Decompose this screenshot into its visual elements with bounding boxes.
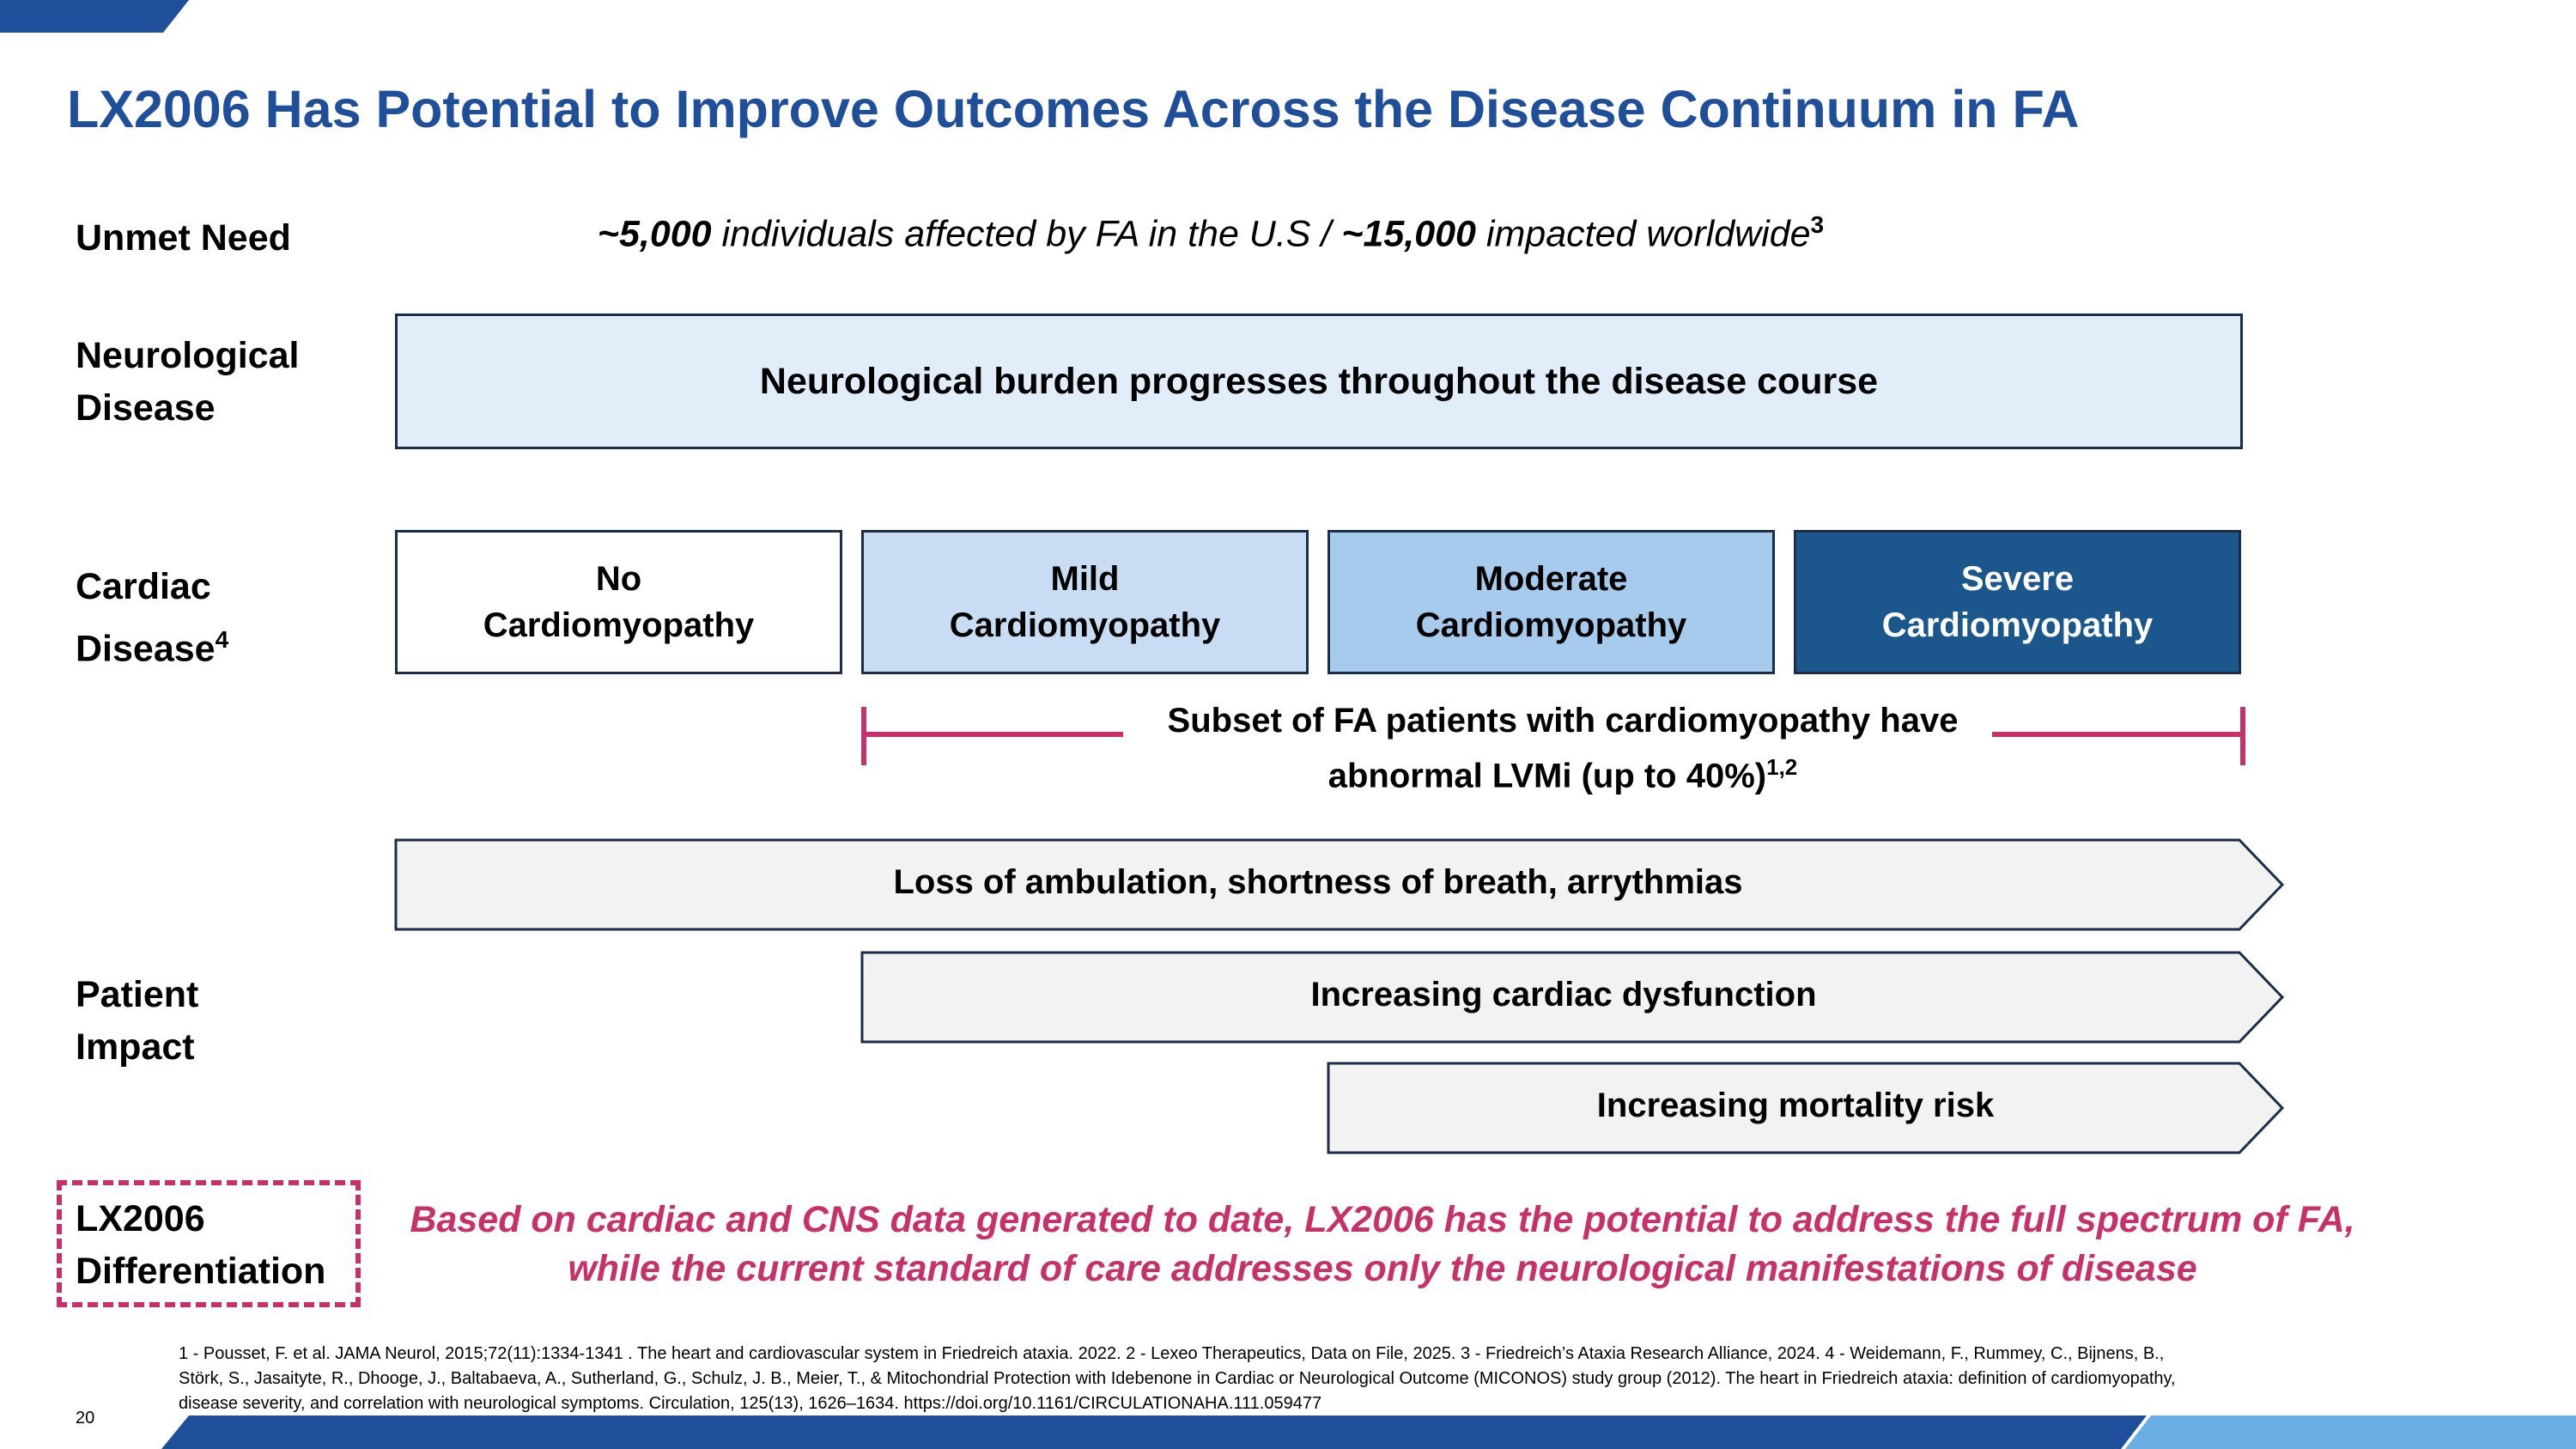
row-label-lx2006-differentiation: LX2006 Differentiation (76, 1198, 326, 1292)
neurological-burden-box: Neurological burden progresses throughou… (395, 314, 2243, 449)
bottom-accent-bar (161, 1416, 2576, 1449)
stage-severe-cardiomyopathy: Severe Cardiomyopathy (1794, 530, 2241, 674)
page-number: 20 (76, 1409, 95, 1428)
unmet-need-statement: ~5,000 individuals affected by FA in the… (597, 211, 1825, 255)
impact-arrow-cardiac-dysfunction (860, 951, 2285, 1044)
impact-arrow-mortality (1327, 1062, 2285, 1154)
impact-arrow-ambulation (394, 838, 2285, 931)
row-label-unmet-need: Unmet Need (76, 217, 291, 259)
footnotes: 1 - Pousset, F. et al. JAMA Neurol, 2015… (179, 1344, 2176, 1413)
row-label-neurological-disease: Neurological Disease (76, 335, 300, 429)
stage-no-cardiomyopathy: No Cardiomyopathy (395, 530, 842, 674)
stage-moderate-cardiomyopathy: Moderate Cardiomyopathy (1327, 530, 1775, 674)
row-label-patient-impact: Patient Impact (76, 974, 199, 1068)
lx2006-highlight-box (57, 1180, 361, 1307)
impact-text-ambulation: Loss of ambulation, shortness of breath,… (893, 863, 1743, 901)
lvmi-subset-bracket (861, 707, 2245, 765)
differentiation-statement: Based on cardiac and CNS data generated … (410, 1199, 2355, 1289)
stage-mild-cardiomyopathy: Mild Cardiomyopathy (861, 530, 1309, 674)
row-label-cardiac-disease: Cardiac Disease4 (76, 566, 229, 670)
impact-text-mortality: Increasing mortality risk (1596, 1087, 1995, 1124)
top-accent-bar (0, 0, 189, 33)
page-title: LX2006 Has Potential to Improve Outcomes… (67, 80, 2080, 138)
impact-text-cardiac-dysfunction: Increasing cardiac dysfunction (1310, 976, 1817, 1014)
lvmi-subset-text: Subset of FA patients with cardiomyopath… (1167, 702, 1959, 795)
